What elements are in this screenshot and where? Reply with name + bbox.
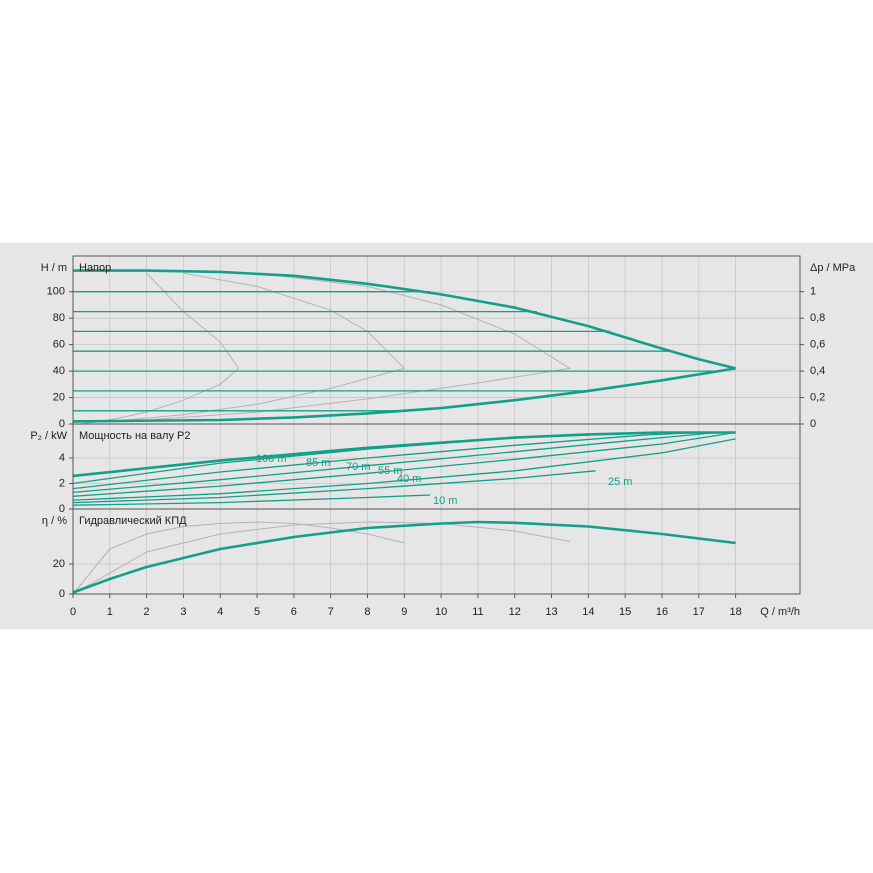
curve: [72, 431, 663, 485]
y-axis-label: η / %: [42, 515, 67, 527]
panel-title: Гидравлический КПД: [79, 515, 187, 527]
y2-tick-label: 0,4: [810, 365, 825, 377]
curve: [73, 269, 736, 370]
y-tick-label: 60: [53, 339, 65, 351]
x-tick-label: 18: [729, 606, 741, 618]
y-tick-label: 0: [59, 588, 65, 600]
x-tick-label: 7: [328, 606, 334, 618]
y-tick-label: 0: [59, 503, 65, 515]
x-tick-label: 1: [107, 606, 113, 618]
curve: [72, 367, 736, 423]
curve: [72, 520, 736, 594]
x-tick-label: 5: [254, 606, 260, 618]
x-tick-label: 2: [144, 606, 150, 618]
curve-label: 100 m: [256, 453, 287, 465]
x-tick-label: 10: [435, 606, 447, 618]
curve: [72, 431, 699, 490]
y2-tick-label: 1: [810, 286, 816, 298]
x-tick-label: 14: [582, 606, 594, 618]
y2-tick-label: 0,8: [810, 312, 825, 324]
curve-label: 25 m: [608, 476, 632, 488]
x-axis-label: Q / m³/h: [760, 606, 800, 618]
x-tick-label: 16: [656, 606, 668, 618]
curve: [72, 431, 718, 494]
x-tick-label: 0: [70, 606, 76, 618]
curve: [72, 494, 431, 506]
y-tick-label: 4: [59, 452, 65, 464]
y-tick-label: 100: [47, 286, 65, 298]
x-tick-label: 4: [217, 606, 223, 618]
curve: [72, 521, 570, 595]
curve: [72, 431, 736, 497]
y-axis-label: P₂ / kW: [30, 430, 67, 442]
chart-background: [0, 243, 873, 629]
x-tick-label: 9: [401, 606, 407, 618]
y-tick-label: 40: [53, 365, 65, 377]
curve: [146, 272, 571, 421]
panel-title: Напор: [79, 262, 111, 274]
y-tick-label: 20: [53, 558, 65, 570]
y-tick-label: 2: [59, 477, 65, 489]
y-tick-label: 0: [59, 418, 65, 430]
y-axis-label: H / m: [41, 262, 67, 274]
x-tick-label: 8: [364, 606, 370, 618]
plot-frame: [72, 508, 801, 595]
x-tick-label: 3: [180, 606, 186, 618]
panel-title: Мощность на валу P2: [79, 430, 191, 442]
x-tick-label: 15: [619, 606, 631, 618]
x-tick-label: 11: [472, 606, 483, 618]
curve-label: 70 m: [346, 461, 370, 473]
y2-tick-label: 0: [810, 418, 816, 430]
x-tick-label: 6: [291, 606, 297, 618]
y2-axis-label: Δp / MPa: [810, 262, 856, 274]
curve-label: 10 m: [433, 495, 457, 507]
curve-label: 40 m: [397, 473, 421, 485]
x-tick-label: 13: [545, 606, 557, 618]
y2-tick-label: 0,2: [810, 391, 825, 403]
curve: [72, 470, 596, 504]
y-tick-label: 20: [53, 391, 65, 403]
y-tick-label: 80: [53, 312, 65, 324]
curve: [72, 438, 736, 501]
curve: [80, 272, 240, 425]
x-tick-label: 12: [509, 606, 521, 618]
y2-tick-label: 0,6: [810, 339, 825, 351]
x-tick-label: 17: [693, 606, 705, 618]
curve-label: 85 m: [306, 457, 330, 469]
curve-label: 55 m: [378, 465, 402, 477]
